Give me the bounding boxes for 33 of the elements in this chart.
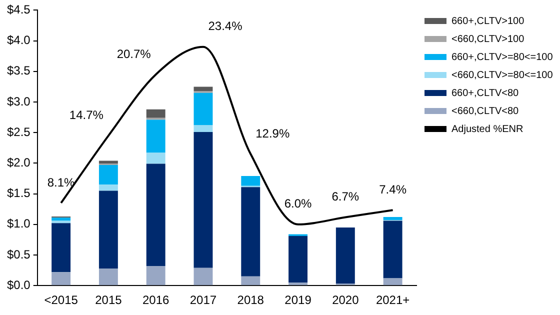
data-label: 14.7%: [69, 108, 104, 122]
y-tick-label: $3.5: [6, 64, 31, 78]
data-label: 23.4%: [208, 19, 243, 34]
y-tick-label: $4.0: [6, 33, 31, 48]
data-label: 6.7%: [332, 190, 360, 204]
data-label: 7.4%: [379, 182, 407, 196]
y-tick-label: $1.5: [6, 186, 31, 200]
data-label: 8.1%: [47, 175, 76, 190]
legend-label: <660,CLTV>=80<=100: [452, 70, 554, 81]
y-tick-label: $3.0: [6, 94, 31, 108]
x-tick-label: 2017: [190, 293, 217, 308]
y-tick-label: $2.5: [6, 124, 31, 139]
y-tick-label: $1.0: [6, 216, 31, 231]
y-tick-label: $0.5: [6, 247, 31, 262]
y-tick-label: $0.0: [6, 278, 31, 292]
legend-label: Adjusted %ENR: [452, 124, 524, 135]
legend-label: <660,CLTV<80: [452, 106, 520, 117]
legend-label: 660+,CLTV<80: [452, 88, 520, 99]
x-tick-label: <2015: [44, 293, 78, 308]
x-tick-label: 2019: [284, 293, 312, 308]
x-tick-label: 2015: [95, 293, 122, 308]
y-tick-label: $2.0: [6, 156, 31, 170]
legend-label: 660+,CLTV>100: [452, 16, 525, 27]
data-label: 12.9%: [256, 126, 290, 140]
data-label: 20.7%: [116, 46, 152, 61]
x-tick-label: 2020: [332, 293, 360, 308]
legend-label: <660,CLTV>100: [452, 34, 525, 45]
y-tick-label: $4.5: [6, 2, 31, 17]
x-tick-label: 2021+: [376, 293, 410, 308]
legend-label: 660+,CLTV>=80<=100: [452, 52, 554, 63]
x-tick-label: 2016: [142, 293, 170, 308]
x-tick-label: 2018: [237, 293, 264, 308]
data-label: 6.0%: [284, 196, 312, 211]
